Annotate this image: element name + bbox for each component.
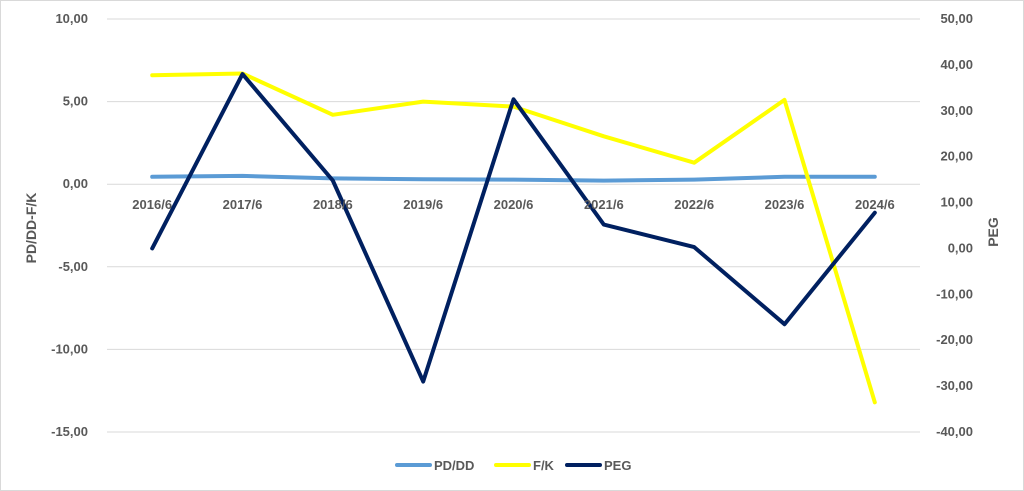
series-line-pd-dd [150, 173, 877, 183]
legend: PD/DD F/K PEG [395, 458, 631, 473]
right-y-tick-label: 10,00 [940, 195, 973, 210]
right-y-tick-label: 20,00 [940, 149, 973, 164]
x-tick-label: 2024/6 [855, 197, 895, 212]
left-y-tick-label: -5,00 [58, 259, 88, 274]
right-y-axis-title: PEG [985, 217, 1001, 247]
x-tick-label: 2023/6 [765, 197, 805, 212]
right-y-tick-label: 0,00 [948, 240, 973, 255]
x-tick-label: 2018/6 [313, 197, 353, 212]
x-axis-tick-labels: 2016/6 2017/6 2018/6 2019/6 2020/6 2021/6 2022… [132, 197, 894, 212]
left-y-tick-label: 10,00 [55, 11, 88, 26]
right-y-tick-label: -40,00 [936, 424, 973, 439]
right-y-tick-label: 30,00 [940, 103, 973, 118]
x-tick-label: 2021/6 [584, 197, 624, 212]
right-y-axis-tick-labels: 50,00 40,00 30,00 20,00 10,00 0,00 -10,00 -20,0… [936, 11, 973, 439]
left-y-tick-label: 5,00 [63, 94, 88, 109]
x-tick-label: 2017/6 [223, 197, 263, 212]
left-y-axis-tick-labels: 10,00 5,00 0,00 -5,00 -10,00 -15,00 [51, 11, 88, 439]
x-tick-label: 2016/6 [132, 197, 172, 212]
legend-label: F/K [533, 458, 555, 473]
x-tick-label: 2019/6 [403, 197, 443, 212]
series-line-peg [150, 72, 877, 384]
right-y-tick-label: -10,00 [936, 286, 973, 301]
right-y-tick-label: -20,00 [936, 332, 973, 347]
legend-label: PEG [604, 458, 631, 473]
left-y-axis-title: PD/DD-F/K [23, 193, 39, 264]
left-y-tick-label: -15,00 [51, 424, 88, 439]
series-lines [150, 71, 877, 405]
right-y-tick-label: -30,00 [936, 378, 973, 393]
right-y-tick-label: 50,00 [940, 11, 973, 26]
right-y-tick-label: 40,00 [940, 57, 973, 72]
series-line-f-k [150, 71, 877, 405]
left-y-tick-label: -10,00 [51, 341, 88, 356]
left-y-tick-label: 0,00 [63, 176, 88, 191]
x-tick-label: 2022/6 [674, 197, 714, 212]
legend-label: PD/DD [434, 458, 474, 473]
x-tick-label: 2020/6 [494, 197, 534, 212]
